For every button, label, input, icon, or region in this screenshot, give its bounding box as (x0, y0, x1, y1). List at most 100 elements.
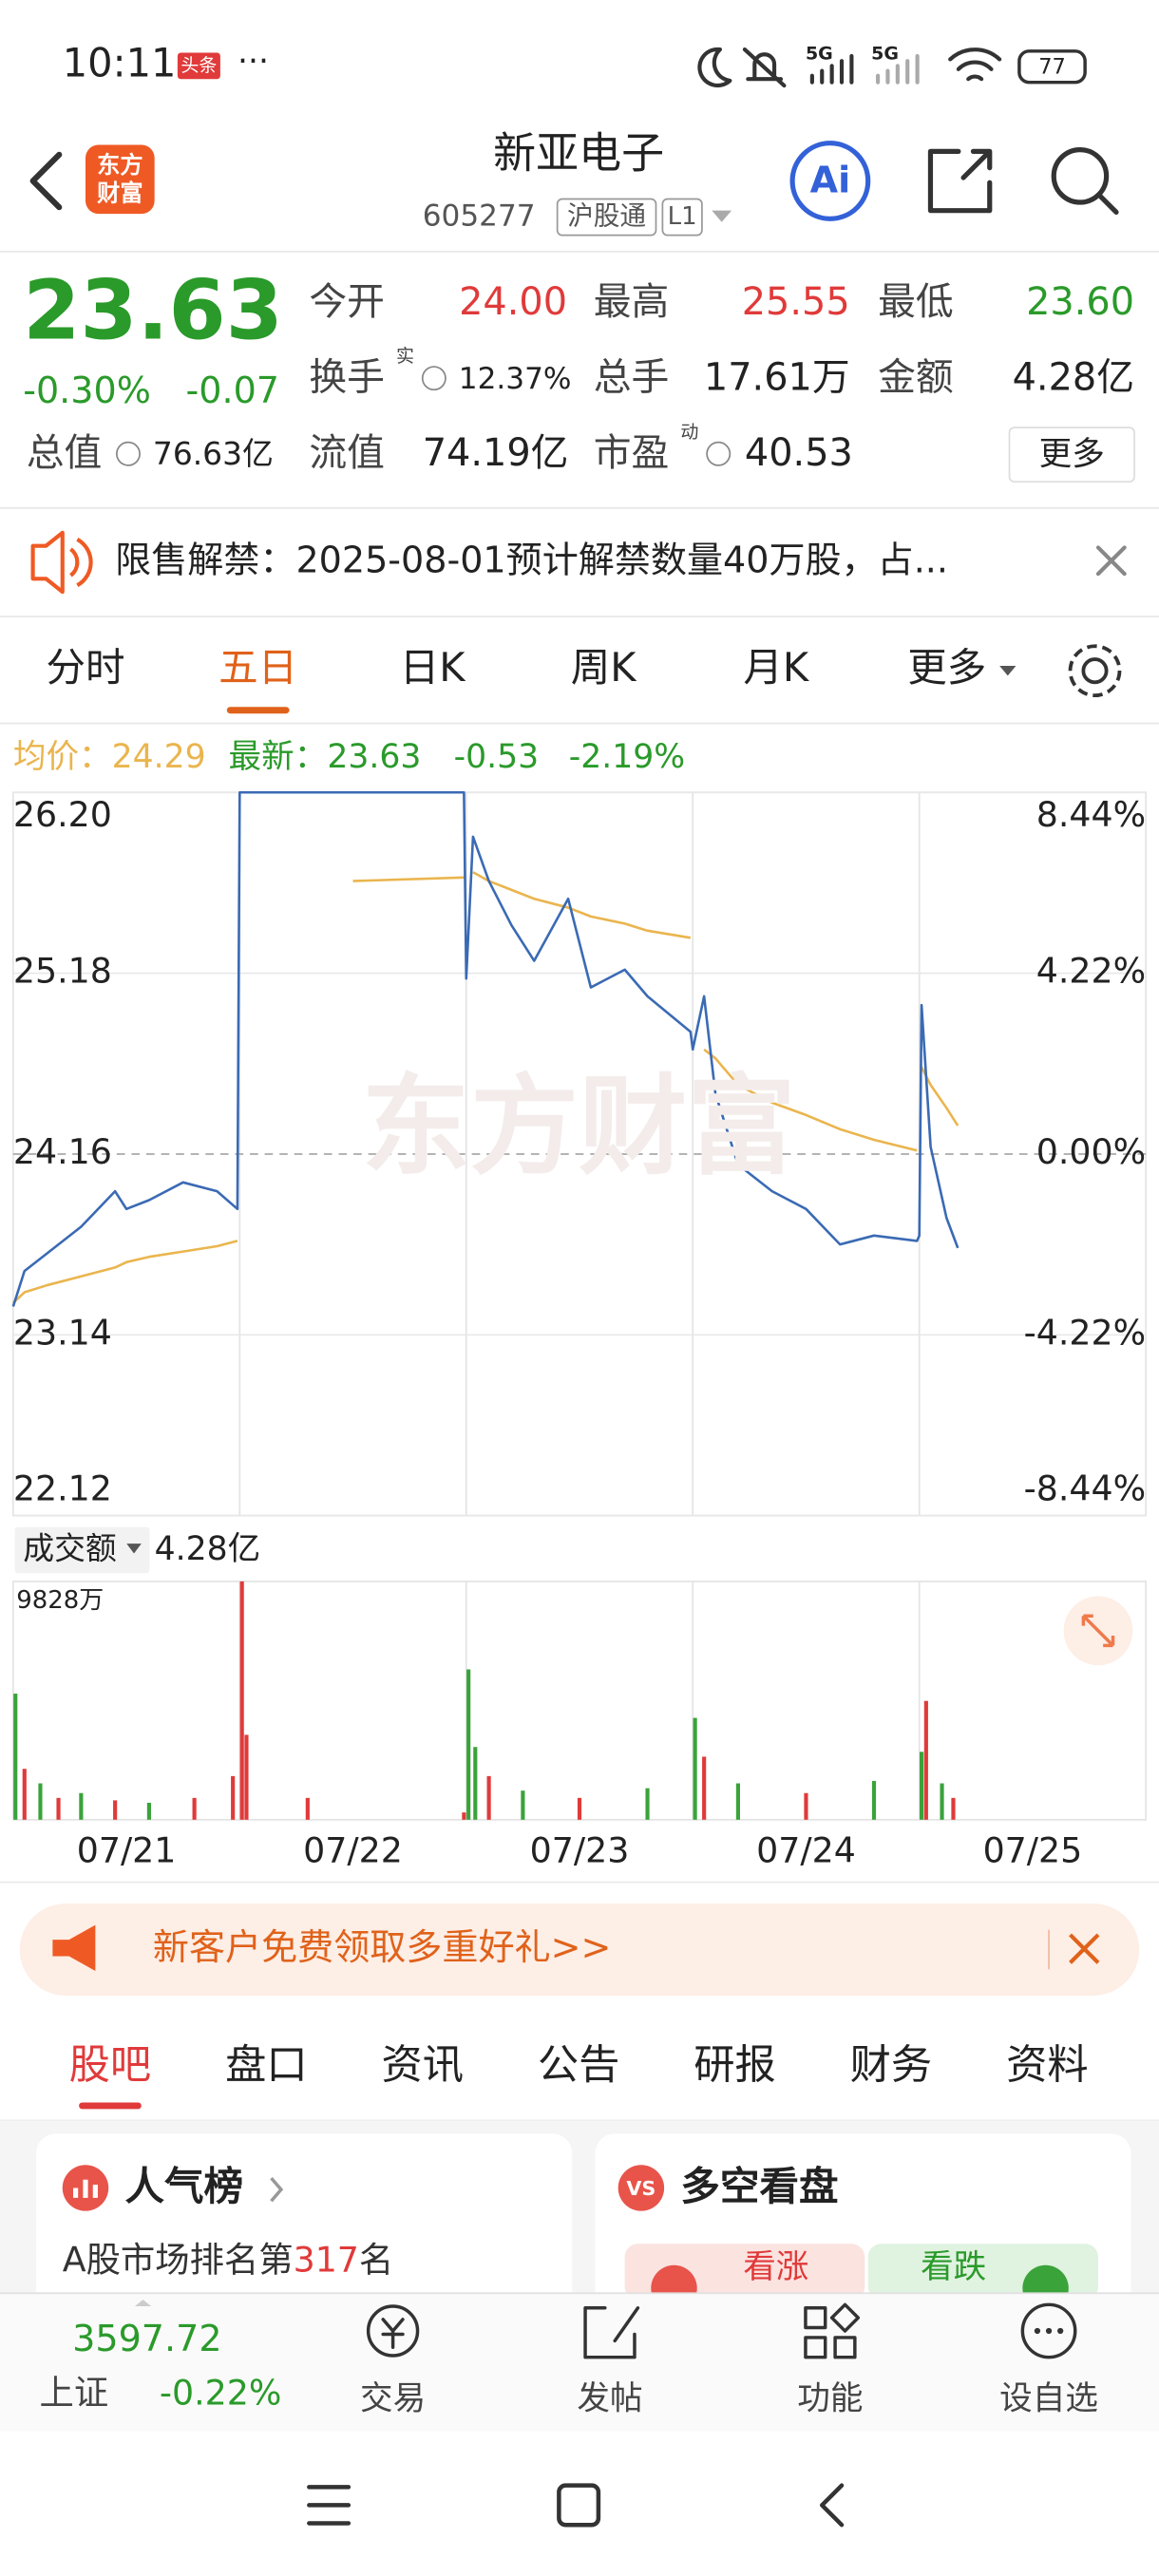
field-label: 最低 (878, 280, 954, 324)
series-line (11, 790, 960, 1307)
post-icon[interactable] (583, 2306, 640, 2359)
back-key[interactable] (819, 2483, 845, 2528)
chart-tab-active[interactable]: 五日 (218, 644, 297, 691)
tab[interactable]: 资料 (1006, 2042, 1089, 2090)
rank-value: 317 (294, 2239, 359, 2280)
info-icon[interactable] (421, 366, 446, 391)
nav-label: 功能 (797, 2380, 863, 2418)
field-value: 24.00 (459, 280, 567, 324)
volume-bar (940, 1783, 944, 1820)
menu-key[interactable] (307, 2485, 352, 2526)
caret (134, 2300, 152, 2307)
volume-bar (231, 1775, 236, 1820)
share[interactable] (927, 148, 993, 214)
y-tick-label: 25.18 (13, 951, 112, 992)
change: -0.07 (186, 369, 279, 411)
logo[interactable] (85, 144, 155, 215)
back[interactable] (29, 151, 63, 211)
y-tick-label: 9828万 (16, 1586, 104, 1615)
trade-icon[interactable] (366, 2304, 420, 2358)
vs-icon (618, 2165, 665, 2211)
badge-bg (177, 52, 220, 80)
function-icon[interactable] (804, 2302, 861, 2359)
field-sup: 动 (680, 422, 698, 443)
plot-frame (11, 1581, 1148, 1821)
index-value[interactable]: 3597.72 (72, 2318, 221, 2359)
notice-text[interactable]: 限售解禁：2025-08-01预计解禁数量40万股，占... (115, 539, 948, 580)
tag (661, 198, 703, 237)
dropdown[interactable] (712, 210, 732, 222)
tab-active[interactable]: 股吧 (69, 2042, 152, 2090)
market-tag: 沪股通 (567, 200, 646, 232)
search[interactable] (1051, 147, 1110, 205)
volume-bar (56, 1797, 61, 1820)
stock-code: 605277 (423, 199, 536, 234)
network: 5G (871, 44, 899, 65)
chart-tab[interactable]: 分时 (46, 644, 124, 691)
chart-tab[interactable]: 日K (400, 644, 467, 691)
avg-price: 均价：24.29 (13, 738, 206, 776)
card-title: 多空看盘 (680, 2163, 838, 2209)
bull-label: 看涨 (743, 2248, 808, 2286)
volume-bar (38, 1783, 43, 1820)
volume-selector[interactable] (14, 1526, 150, 1574)
field-value: 25.55 (742, 280, 850, 324)
logo-text: 东方 (97, 152, 142, 179)
field-label: 金额 (878, 355, 954, 399)
dot (1045, 2327, 1053, 2335)
chart-tab[interactable]: 更多 (907, 644, 986, 691)
watchlist-icon[interactable] (1020, 2302, 1077, 2359)
time: 10:11 (63, 39, 177, 85)
more-button[interactable] (1008, 426, 1135, 483)
field-sup: 实 (396, 346, 414, 367)
tab[interactable]: 资讯 (381, 2042, 464, 2090)
logo-text: 财富 (97, 180, 142, 206)
signal (809, 53, 854, 85)
level-tag: L1 (668, 202, 697, 231)
rank-unit: 名 (359, 2239, 393, 2280)
volume-bar (920, 1752, 924, 1820)
home-key[interactable] (557, 2483, 601, 2528)
tab-indicator (79, 2102, 142, 2110)
chevron (270, 2176, 284, 2203)
chart-tab[interactable]: 月K (743, 644, 810, 691)
y-tick-label: 26.20 (13, 794, 112, 835)
index-change: -0.22% (160, 2372, 282, 2413)
promo-text: 新客户免费领取多重好礼>> (153, 1926, 611, 1968)
promo-banner[interactable] (19, 1904, 1140, 1996)
info-icon[interactable] (116, 441, 141, 466)
tab[interactable]: 研报 (694, 2042, 776, 2090)
rank-text: A股市场排名第317名 (63, 2239, 394, 2280)
volume-bar (486, 1775, 491, 1820)
card[interactable] (36, 2133, 573, 2315)
y-tick-label: 24.16 (13, 1131, 112, 1172)
volume-bar (244, 1734, 249, 1820)
volume-bar (113, 1800, 118, 1820)
tab[interactable]: 公告 (538, 2042, 620, 2090)
badge: 头条 (180, 55, 217, 76)
latest-change-pct: -2.19% (569, 738, 685, 776)
close[interactable] (1069, 1933, 1100, 1964)
rank-prefix: A股市场排名第 (63, 2239, 294, 2280)
dropdown (126, 1544, 142, 1554)
dot (1057, 2327, 1064, 2335)
y2-tick-label: 0.00% (1036, 1131, 1146, 1172)
tag (556, 198, 657, 237)
field-value: 4.28亿 (1013, 355, 1134, 399)
x-tick-label: 07/25 (983, 1829, 1083, 1870)
megaphone (52, 1924, 96, 1972)
close[interactable] (1095, 545, 1127, 577)
chart-tab[interactable]: 周K (571, 644, 638, 691)
field-label: 换手 (309, 355, 385, 399)
tab[interactable]: 盘口 (225, 2042, 308, 2090)
ai-button[interactable] (789, 141, 871, 221)
field-label: 总值 (27, 431, 103, 475)
info-icon[interactable] (706, 441, 732, 466)
field-label: 总手 (594, 355, 670, 399)
volume-bar (693, 1717, 697, 1820)
vs-label: VS (626, 2177, 656, 2200)
tab[interactable]: 财务 (850, 2042, 933, 2090)
y-tick-label: 22.12 (13, 1468, 112, 1509)
settings[interactable] (1081, 657, 1109, 685)
x-tick-label: 07/23 (530, 1829, 630, 1870)
